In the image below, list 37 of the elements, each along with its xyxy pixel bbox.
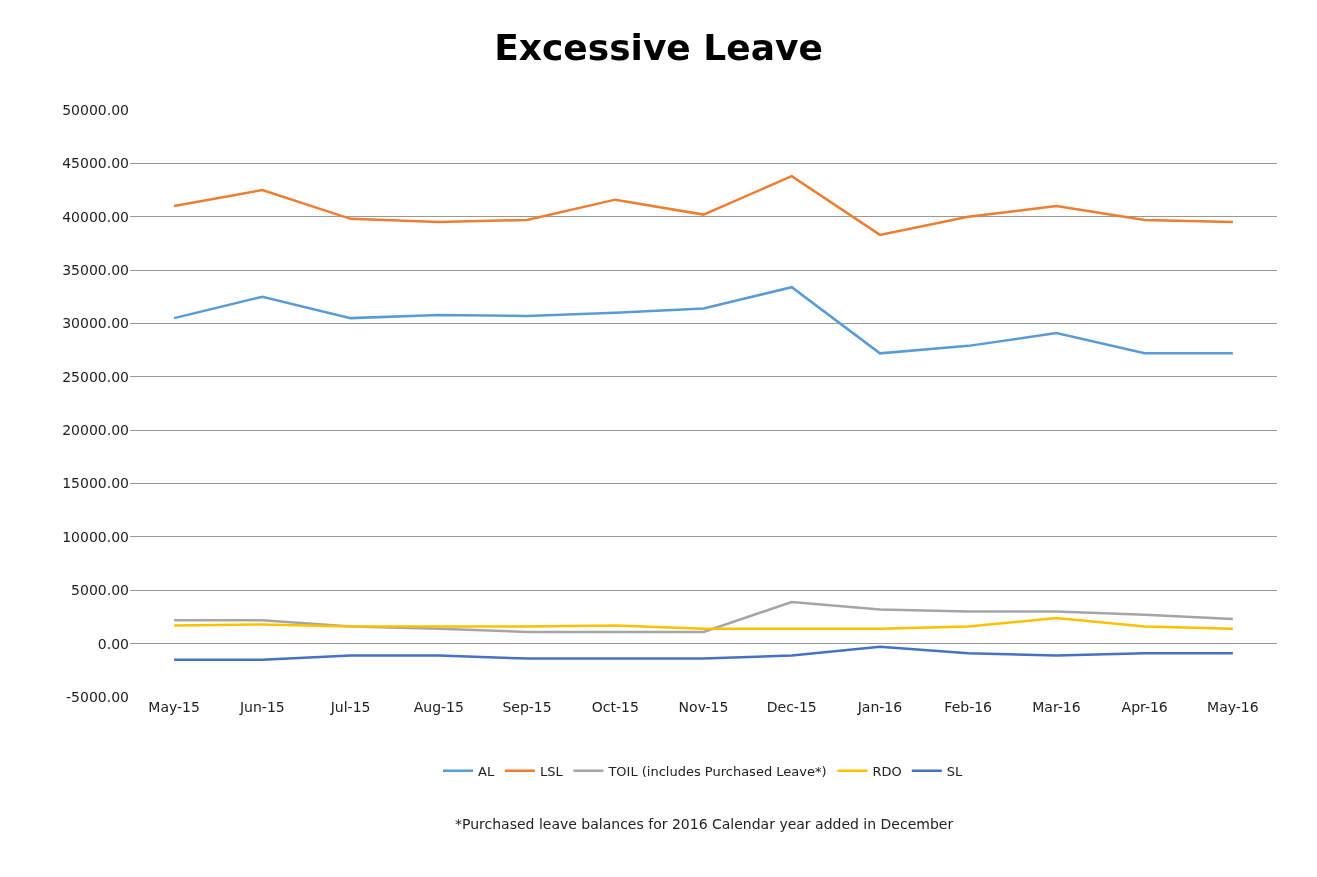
y-tick-label: 25000.00 <box>62 368 129 385</box>
line-series <box>172 645 1235 661</box>
y-tick-label: 45000.00 <box>62 155 129 172</box>
x-tick-label: May-15 <box>148 699 200 715</box>
x-tick-label: Feb-16 <box>944 699 993 715</box>
x-tick-label: Jan-16 <box>856 699 903 715</box>
y-tick-label: 20000.00 <box>62 422 129 439</box>
x-tick-label: Nov-15 <box>678 699 729 715</box>
legend-label: RDO <box>872 763 902 779</box>
y-tick-label: 5000.00 <box>71 582 129 599</box>
line-series <box>172 174 1235 237</box>
x-tick-label: Dec-15 <box>766 699 817 715</box>
legend-label: TOIL (includes Purchased Leave*) <box>607 763 827 779</box>
y-tick-label: 10000.00 <box>62 528 129 545</box>
x-tick-label: Mar-16 <box>1032 699 1081 715</box>
line-series <box>172 616 1235 630</box>
x-tick-label: Jun-15 <box>238 699 285 715</box>
y-tick-label: -5000.00 <box>66 688 129 705</box>
y-tick-label: 0.00 <box>97 635 129 652</box>
x-tick-label: Jul-15 <box>329 699 371 715</box>
y-tick-label: 35000.00 <box>62 261 129 278</box>
x-tick-label: Apr-16 <box>1121 699 1168 715</box>
text: *Purchased leave balances for 2016 Calendar year added in December <box>455 816 954 832</box>
y-tick-label: 40000.00 <box>62 208 129 225</box>
x-tick-label: Sep-15 <box>502 699 552 715</box>
y-tick-label: 30000.00 <box>62 315 129 332</box>
y-tick-label: 15000.00 <box>62 475 129 492</box>
legend-label: LSL <box>539 763 564 779</box>
line-series <box>172 600 1235 634</box>
legend-label: SL <box>946 763 964 779</box>
line-series <box>172 285 1235 355</box>
x-tick-label: Oct-15 <box>591 699 639 715</box>
chart-title: Excessive Leave <box>494 27 823 69</box>
x-tick-label: Aug-15 <box>413 699 464 715</box>
y-tick-label: 50000.00 <box>62 101 129 118</box>
x-tick-label: May-16 <box>1207 699 1259 715</box>
legend-label: AL <box>478 763 495 779</box>
